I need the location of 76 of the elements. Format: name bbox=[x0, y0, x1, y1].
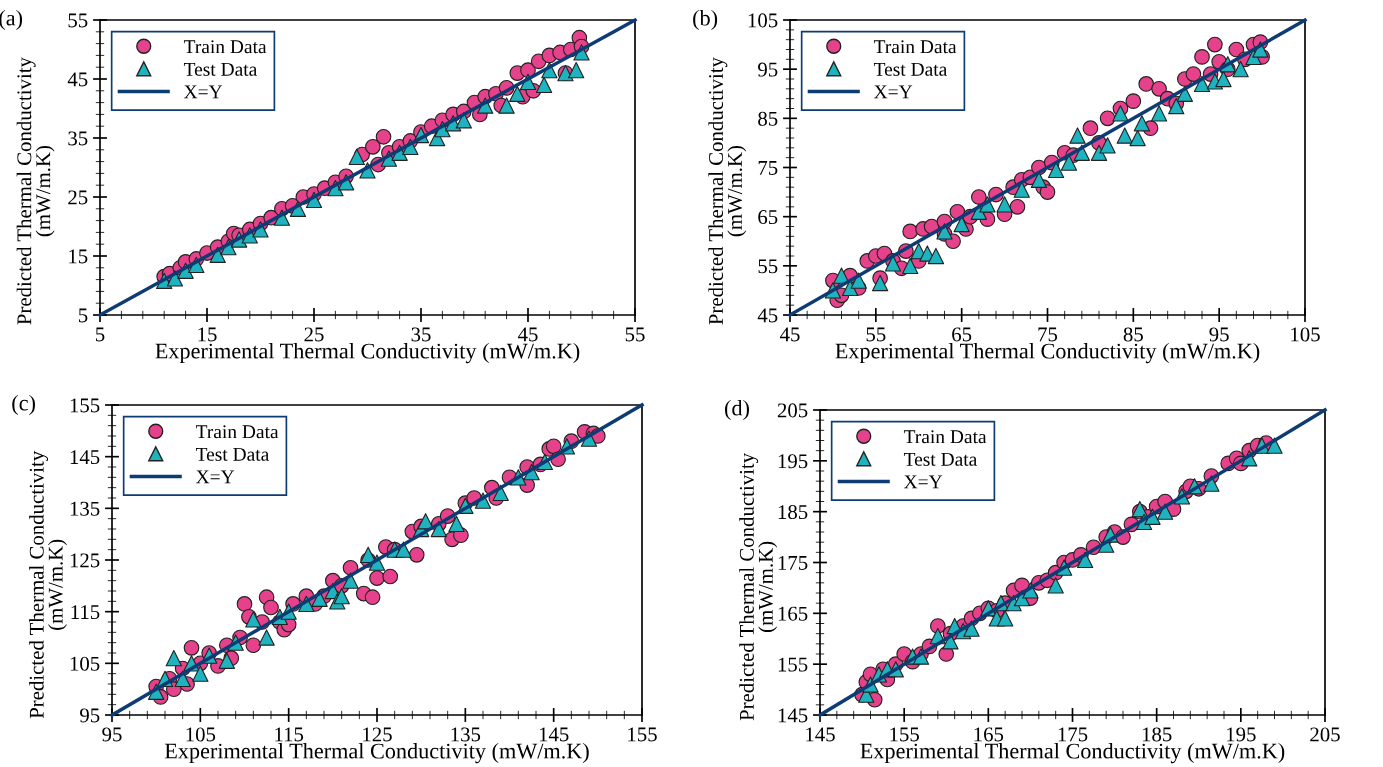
chart-title: (a) bbox=[0, 9, 23, 31]
x-axis-title: Experimental Thermal Conductivity (mW/m.K) bbox=[164, 742, 589, 764]
y-tick-label: 185 bbox=[778, 505, 808, 520]
legend-label: Train Data bbox=[183, 40, 267, 54]
legend-label: Test Data bbox=[195, 447, 270, 461]
x-tick-label: 185 bbox=[1142, 727, 1172, 742]
chart-title: (d) bbox=[725, 399, 749, 421]
x-tick-label: 25 bbox=[304, 327, 324, 342]
legend-label: X=Y bbox=[874, 85, 913, 99]
x-tick-label: 165 bbox=[974, 727, 1004, 742]
chart-title: (b) bbox=[693, 9, 718, 31]
legend-label: Test Data bbox=[873, 62, 948, 76]
y-tick-label: 15 bbox=[69, 249, 88, 264]
x-tick-label: 95 bbox=[102, 727, 122, 742]
y-tick-label: 95 bbox=[758, 62, 778, 77]
y-tick-label: 205 bbox=[777, 403, 808, 418]
x-tick-label: 145 bbox=[539, 727, 569, 742]
x-tick-label: 65 bbox=[952, 327, 972, 342]
y-tick-label: 85 bbox=[758, 111, 778, 126]
x-tick-label: 55 bbox=[866, 327, 886, 342]
x-tick-label: 175 bbox=[1058, 727, 1088, 742]
y-tick-label: 155 bbox=[70, 398, 100, 413]
y-axis-title: Predicted Thermal Conductivity (mW/m.K) bbox=[708, 57, 747, 325]
y-tick-label: 65 bbox=[758, 210, 778, 225]
y-tick-label: 25 bbox=[68, 190, 88, 205]
x-tick-label: 85 bbox=[1123, 327, 1143, 342]
y-tick-label: 5 bbox=[78, 308, 88, 323]
legend-label: Test Data bbox=[183, 62, 258, 76]
x-tick-label: 55 bbox=[625, 327, 645, 342]
x-axis-title: Experimental Thermal Conductivity (mW/m.K) bbox=[835, 342, 1260, 364]
x-tick-label: 15 bbox=[198, 327, 217, 342]
x-tick-label: 155 bbox=[628, 727, 657, 742]
y-tick-label: 95 bbox=[80, 708, 100, 723]
y-tick-label: 145 bbox=[70, 450, 100, 465]
legend-label: Train Data bbox=[873, 40, 957, 54]
legend-label: Train Data bbox=[195, 425, 279, 439]
y-tick-label: 45 bbox=[67, 72, 88, 87]
y-tick-label: 55 bbox=[758, 259, 778, 274]
x-tick-label: 105 bbox=[186, 727, 216, 742]
x-tick-label: 35 bbox=[411, 327, 431, 342]
y-tick-label: 195 bbox=[778, 454, 808, 469]
x-tick-label: 105 bbox=[1291, 327, 1320, 342]
legend-label: Train Data bbox=[903, 430, 987, 444]
y-axis-title: Predicted Thermal Conductivity (mW/m.K) bbox=[29, 450, 67, 719]
y-tick-label: 125 bbox=[70, 553, 100, 568]
y-tick-label: 55 bbox=[68, 13, 88, 28]
chart-title: (c) bbox=[12, 394, 35, 416]
x-tick-label: 75 bbox=[1038, 327, 1058, 342]
y-axis-title: Predicted Thermal Conductivity (mW/m.K) bbox=[16, 57, 55, 325]
x-tick-label: 155 bbox=[890, 727, 919, 742]
y-tick-label: 75 bbox=[758, 161, 778, 175]
y-tick-label: 105 bbox=[748, 13, 778, 28]
x-axis-title: Experimental Thermal Conductivity (mW/m.K) bbox=[860, 742, 1285, 764]
legend-label: X=Y bbox=[196, 470, 235, 484]
x-tick-label: 115 bbox=[275, 727, 304, 742]
x-tick-label: 95 bbox=[1209, 327, 1229, 342]
x-tick-label: 205 bbox=[1310, 727, 1340, 742]
y-tick-label: 165 bbox=[778, 606, 808, 621]
legend-label: X=Y bbox=[904, 475, 943, 489]
y-tick-label: 155 bbox=[778, 657, 808, 672]
x-tick-label: 135 bbox=[451, 727, 481, 742]
legend-label: Test Data bbox=[903, 452, 978, 466]
legend-label: X=Y bbox=[184, 85, 223, 99]
y-tick-label: 105 bbox=[70, 656, 100, 671]
y-tick-label: 135 bbox=[70, 501, 100, 516]
y-tick-label: 115 bbox=[71, 605, 100, 620]
y-tick-label: 45 bbox=[757, 308, 778, 323]
x-tick-label: 195 bbox=[1227, 727, 1256, 742]
y-axis-title: Predicted Thermal Conductivity (mW/m.K) bbox=[739, 452, 778, 721]
x-tick-label: 45 bbox=[517, 327, 538, 342]
x-tick-label: 145 bbox=[806, 727, 835, 742]
y-tick-label: 145 bbox=[778, 708, 808, 723]
y-tick-label: 175 bbox=[778, 555, 808, 570]
y-tick-label: 35 bbox=[68, 131, 88, 146]
x-tick-label: 125 bbox=[363, 727, 392, 742]
x-axis-title: Experimental Thermal Conductivity (mW/m.K) bbox=[155, 342, 580, 364]
